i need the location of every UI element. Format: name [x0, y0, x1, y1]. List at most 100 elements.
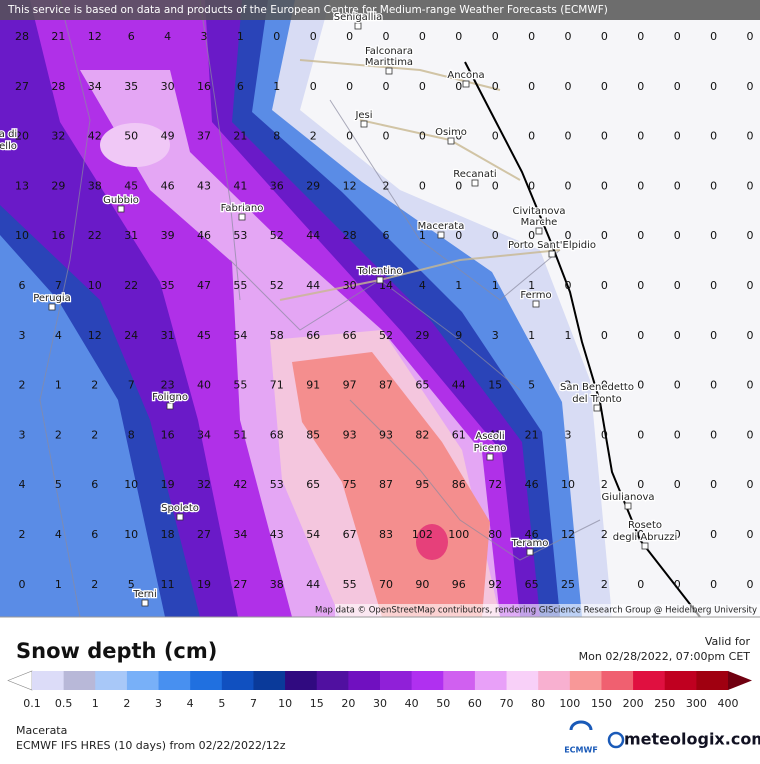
grid-value: 12 — [561, 528, 575, 541]
grid-value: 0 — [637, 578, 644, 591]
grid-value: 37 — [197, 130, 211, 143]
city-label: Tolentino — [357, 266, 403, 277]
grid-value: 27 — [15, 80, 29, 93]
city-marker — [141, 599, 149, 607]
grid-value: 0 — [710, 528, 717, 541]
grid-value: 0 — [601, 80, 608, 93]
grid-value: 1 — [55, 578, 62, 591]
city-marker — [535, 227, 543, 235]
grid-value: 29 — [415, 329, 429, 342]
grid-value: 51 — [233, 428, 247, 441]
grid-value: 29 — [306, 179, 320, 192]
grid-value: 34 — [88, 80, 102, 93]
grid-value: 21 — [51, 30, 65, 43]
grid-value: 6 — [237, 80, 244, 93]
grid-value: 0 — [747, 478, 754, 491]
legend-label: 30 — [373, 697, 387, 710]
city-marker — [471, 179, 479, 187]
grid-value: 13 — [15, 179, 29, 192]
grid-value: 19 — [197, 578, 211, 591]
city-label: a di — [0, 129, 17, 140]
grid-value: 0 — [710, 379, 717, 392]
grid-value: 68 — [270, 428, 284, 441]
grid-value: 43 — [197, 179, 211, 192]
grid-value: 66 — [306, 329, 320, 342]
grid-value: 36 — [270, 179, 284, 192]
grid-value: 2 — [601, 528, 608, 541]
city-label: degli Abruzzi — [613, 532, 678, 543]
credit-bg — [335, 604, 760, 617]
grid-value: 0 — [637, 279, 644, 292]
grid-value: 83 — [379, 528, 393, 541]
grid-value: 32 — [51, 130, 65, 143]
grid-value: 0 — [674, 428, 681, 441]
ecmwf-logo — [569, 720, 593, 731]
grid-value: 0 — [383, 130, 390, 143]
city-marker — [117, 205, 125, 213]
grid-value: 30 — [161, 80, 175, 93]
grid-value: 0 — [419, 179, 426, 192]
grid-value: 45 — [124, 179, 138, 192]
grid-value: 0 — [455, 130, 462, 143]
valid-label: Valid for — [705, 635, 751, 648]
grid-value: 0 — [273, 30, 280, 43]
grid-value: 31 — [161, 329, 175, 342]
grid-value: 28 — [51, 80, 65, 93]
legend-swatch — [443, 671, 476, 690]
grid-value: 38 — [88, 179, 102, 192]
city-label: Marche — [521, 217, 558, 228]
city-label: Foligno — [152, 392, 188, 403]
grid-value: 0 — [565, 229, 572, 242]
grid-value: 0 — [747, 329, 754, 342]
city-marker — [48, 303, 56, 311]
grid-value: 0 — [747, 130, 754, 143]
grid-value: 16 — [161, 428, 175, 441]
city-marker — [238, 213, 246, 221]
city-label: Spoleto — [161, 503, 199, 514]
legend-label: 250 — [654, 697, 675, 710]
grid-value: 97 — [343, 379, 357, 392]
legend-label: 1 — [92, 697, 99, 710]
legend-swatch — [95, 671, 128, 690]
grid-value: 0 — [747, 80, 754, 93]
grid-value: 0 — [601, 229, 608, 242]
grid-value: 0 — [492, 229, 499, 242]
legend-swatch — [126, 671, 160, 690]
grid-value: 30 — [343, 279, 357, 292]
grid-value: 2 — [19, 379, 26, 392]
city-marker — [526, 548, 534, 556]
legend-title: Snow depth (cm) — [16, 639, 217, 663]
city-marker — [447, 137, 455, 145]
brand-logo — [607, 731, 625, 749]
legend-swatch — [253, 671, 286, 690]
grid-value: 52 — [270, 279, 284, 292]
map: This service is based on data and produc… — [0, 0, 760, 618]
borders — [39, 0, 601, 618]
grid-value: 67 — [343, 528, 357, 541]
grid-value: 0 — [637, 478, 644, 491]
grid-value: 1 — [528, 329, 535, 342]
grid-value: 39 — [161, 229, 175, 242]
grid-value: 34 — [233, 528, 247, 541]
grid-value: 82 — [415, 428, 429, 441]
grid-value: 2 — [55, 428, 62, 441]
grid-value: 0 — [674, 30, 681, 43]
grid-value: 0 — [674, 179, 681, 192]
legend-label: 50 — [436, 697, 450, 710]
grid-value: 22 — [88, 229, 102, 242]
grid-value: 0 — [637, 229, 644, 242]
grid-value: 0 — [674, 80, 681, 93]
city-marker — [376, 276, 384, 284]
grid-value: 1 — [237, 30, 244, 43]
grid-value: 44 — [306, 229, 320, 242]
grid-value: 3 — [19, 329, 26, 342]
legend-label: 7 — [250, 697, 257, 710]
grid-value: 0 — [747, 30, 754, 43]
grid-value: 0 — [601, 130, 608, 143]
grid-value: 54 — [306, 528, 320, 541]
grid-value: 0 — [601, 279, 608, 292]
zone-red — [416, 524, 448, 560]
legend-label: 150 — [591, 697, 612, 710]
grid-value: 53 — [233, 229, 247, 242]
city-label: Piceno — [474, 443, 507, 454]
